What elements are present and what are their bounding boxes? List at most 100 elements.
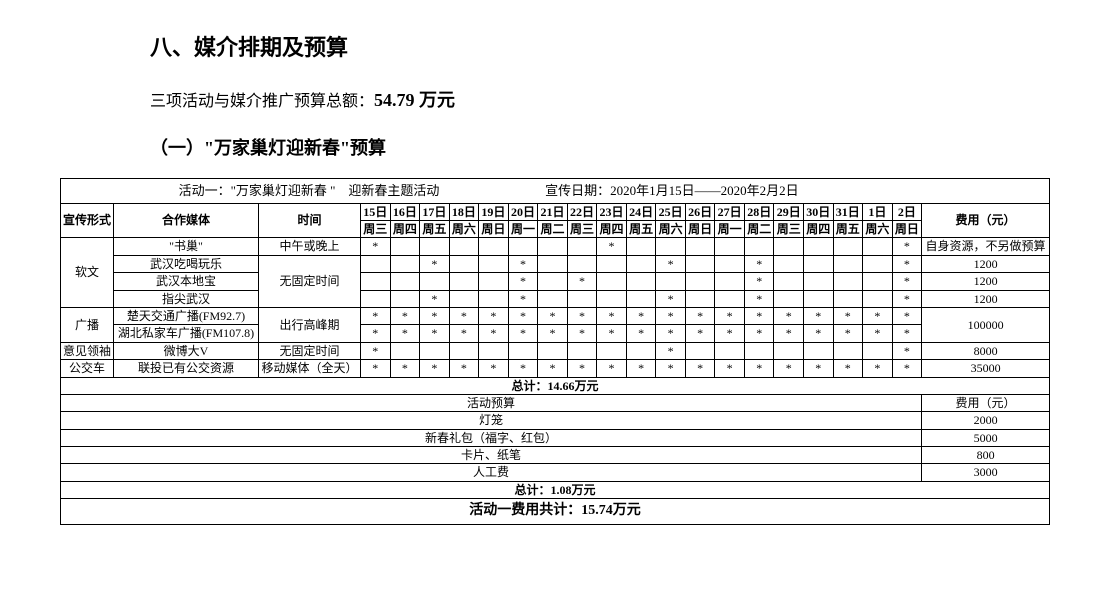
day-header: 20日 (508, 203, 538, 220)
schedule-mark (863, 255, 893, 272)
schedule-mark (538, 238, 568, 255)
schedule-mark (804, 342, 834, 359)
schedule-mark: * (420, 290, 450, 307)
weekday-header: 周五 (833, 220, 863, 237)
day-header: 22日 (567, 203, 597, 220)
cost-cell: 1200 (922, 255, 1050, 272)
media-subtotal: 总计：14.66万元 (61, 377, 1050, 394)
schedule-mark: * (361, 325, 391, 342)
schedule-mark: * (420, 255, 450, 272)
schedule-mark: * (479, 325, 509, 342)
schedule-mark (715, 342, 745, 359)
schedule-mark (390, 255, 420, 272)
schedule-mark: * (744, 325, 774, 342)
schedule-mark (685, 342, 715, 359)
total-prefix: 三项活动与媒介推广预算总额： (150, 93, 374, 110)
schedule-mark: * (744, 290, 774, 307)
schedule-mark (449, 255, 479, 272)
schedule-mark: * (479, 360, 509, 377)
table-title: 活动一："万家巢灯迎新春 " 迎新春主题活动宣传日期：2020年1月15日——2… (61, 179, 1050, 204)
schedule-mark: * (390, 307, 420, 324)
day-header: 23日 (597, 203, 627, 220)
schedule-mark (656, 273, 686, 290)
day-header: 25日 (656, 203, 686, 220)
schedule-mark (597, 273, 627, 290)
schedule-mark: * (567, 307, 597, 324)
grand-total: 活动一费用共计：15.74万元 (61, 499, 1050, 525)
budget-item-cost: 3000 (922, 464, 1050, 481)
media-name: 武汉本地宝 (114, 273, 259, 290)
day-header: 31日 (833, 203, 863, 220)
schedule-mark: * (508, 255, 538, 272)
schedule-mark: * (567, 360, 597, 377)
schedule-mark: * (715, 307, 745, 324)
schedule-mark: * (567, 325, 597, 342)
media-name: 湖北私家车广播(FM107.8) (114, 325, 259, 342)
schedule-mark: * (538, 360, 568, 377)
schedule-mark (538, 255, 568, 272)
schedule-mark: * (449, 360, 479, 377)
schedule-mark: * (774, 307, 804, 324)
time-slot: 出行高峰期 (258, 307, 360, 342)
schedule-mark (597, 290, 627, 307)
schedule-mark: * (744, 255, 774, 272)
schedule-mark (626, 255, 656, 272)
schedule-mark: * (656, 360, 686, 377)
schedule-mark: * (656, 325, 686, 342)
schedule-mark: * (863, 360, 893, 377)
day-header: 2日 (892, 203, 922, 220)
budget-item-name: 灯笼 (61, 412, 922, 429)
schedule-mark (833, 273, 863, 290)
media-name: 楚天交通广播(FM92.7) (114, 307, 259, 324)
schedule-mark: * (597, 307, 627, 324)
schedule-mark (361, 273, 391, 290)
weekday-header: 周三 (567, 220, 597, 237)
day-header: 16日 (390, 203, 420, 220)
schedule-mark: * (892, 325, 922, 342)
day-header: 28日 (744, 203, 774, 220)
weekday-header: 周五 (420, 220, 450, 237)
schedule-mark: * (597, 360, 627, 377)
schedule-mark (833, 255, 863, 272)
schedule-mark (390, 238, 420, 255)
schedule-mark (774, 255, 804, 272)
schedule-mark: * (361, 238, 391, 255)
budget-item-name: 人工费 (61, 464, 922, 481)
schedule-mark: * (626, 307, 656, 324)
schedule-mark (804, 290, 834, 307)
schedule-mark (685, 273, 715, 290)
schedule-mark (361, 290, 391, 307)
schedule-mark: * (833, 360, 863, 377)
weekday-header: 周一 (715, 220, 745, 237)
schedule-mark: * (656, 342, 686, 359)
col-header-cost: 费用（元） (922, 203, 1050, 238)
weekday-header: 周日 (892, 220, 922, 237)
schedule-mark (774, 290, 804, 307)
day-header: 15日 (361, 203, 391, 220)
schedule-mark: * (833, 325, 863, 342)
schedule-mark: * (656, 290, 686, 307)
schedule-mark: * (863, 307, 893, 324)
schedule-mark: * (685, 307, 715, 324)
schedule-mark: * (804, 307, 834, 324)
schedule-mark: * (863, 325, 893, 342)
schedule-mark (449, 273, 479, 290)
time-slot: 中午或晚上 (258, 238, 360, 255)
schedule-mark (833, 290, 863, 307)
schedule-mark (538, 290, 568, 307)
schedule-mark: * (804, 325, 834, 342)
schedule-mark (567, 255, 597, 272)
schedule-mark (685, 255, 715, 272)
schedule-mark (597, 255, 627, 272)
form-type: 意见领袖 (61, 342, 114, 359)
time-slot: 无固定时间 (258, 342, 360, 359)
schedule-mark: * (656, 255, 686, 272)
weekday-header: 周四 (804, 220, 834, 237)
schedule-mark: * (361, 342, 391, 359)
activity-subtotal: 总计：1.08万元 (61, 481, 1050, 498)
media-name: 指尖武汉 (114, 290, 259, 307)
schedule-mark: * (626, 360, 656, 377)
weekday-header: 周三 (774, 220, 804, 237)
total-budget-line: 三项活动与媒介推广预算总额：54.79 万元 (150, 86, 1041, 112)
media-name: 联投已有公交资源 (114, 360, 259, 377)
